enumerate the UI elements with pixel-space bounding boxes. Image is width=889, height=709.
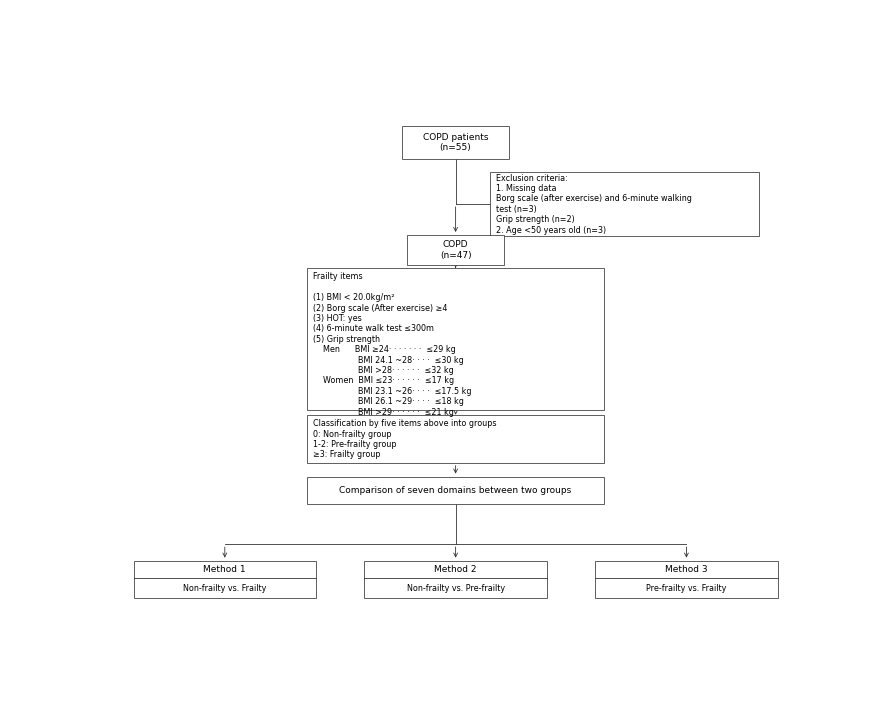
Text: Comparison of seven domains between two groups: Comparison of seven domains between two … xyxy=(340,486,572,495)
Text: Non-frailty vs. Pre-frailty: Non-frailty vs. Pre-frailty xyxy=(406,584,505,593)
FancyBboxPatch shape xyxy=(407,235,504,265)
Text: Classification by five items above into groups
0: Non-frailty group
1-2: Pre-fra: Classification by five items above into … xyxy=(313,419,496,459)
FancyBboxPatch shape xyxy=(308,476,604,504)
FancyBboxPatch shape xyxy=(595,561,778,598)
Text: COPD
(n=47): COPD (n=47) xyxy=(440,240,471,259)
Text: Frailty items

(1) BMI < 20.0kg/m²
(2) Borg scale (After exercise) ≥4
(3) HOT: y: Frailty items (1) BMI < 20.0kg/m² (2) Bo… xyxy=(313,272,471,416)
FancyBboxPatch shape xyxy=(402,126,509,159)
Text: Non-frailty vs. Frailty: Non-frailty vs. Frailty xyxy=(183,584,267,593)
Text: Method 1: Method 1 xyxy=(204,565,246,574)
Text: Method 2: Method 2 xyxy=(435,565,477,574)
FancyBboxPatch shape xyxy=(308,415,604,463)
FancyBboxPatch shape xyxy=(490,172,759,236)
Text: COPD patients
(n=55): COPD patients (n=55) xyxy=(423,133,488,152)
FancyBboxPatch shape xyxy=(308,268,604,410)
FancyBboxPatch shape xyxy=(364,561,547,598)
FancyBboxPatch shape xyxy=(133,561,316,598)
Text: Pre-frailty vs. Frailty: Pre-frailty vs. Frailty xyxy=(646,584,726,593)
Text: Method 3: Method 3 xyxy=(665,565,708,574)
Text: Exclusion criteria:
1. Missing data
Borg scale (after exercise) and 6-minute wal: Exclusion criteria: 1. Missing data Borg… xyxy=(495,174,692,235)
